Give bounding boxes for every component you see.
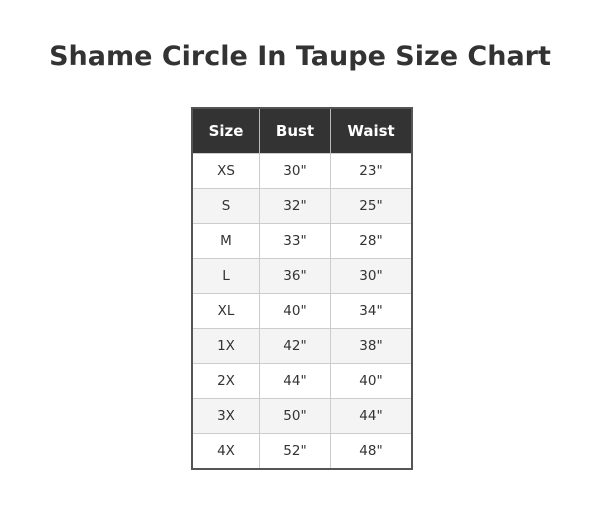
table-row: 4X 52" 48" (192, 433, 412, 469)
cell-size: 3X (192, 398, 260, 434)
cell-size: S (192, 188, 260, 224)
cell-waist: 38" (330, 328, 412, 364)
page-title: Shame Circle In Taupe Size Chart (49, 41, 551, 72)
table-row: 2X 44" 40" (192, 363, 412, 399)
cell-bust: 42" (259, 328, 331, 364)
cell-bust: 52" (259, 433, 331, 469)
cell-waist: 28" (330, 223, 412, 259)
cell-bust: 32" (259, 188, 331, 224)
cell-bust: 40" (259, 293, 331, 329)
cell-waist: 23" (330, 153, 412, 189)
cell-bust: 33" (259, 223, 331, 259)
cell-bust: 44" (259, 363, 331, 399)
cell-waist: 44" (330, 398, 412, 434)
cell-size: 1X (192, 328, 260, 364)
table-row: L 36" 30" (192, 258, 412, 294)
table-row: M 33" 28" (192, 223, 412, 259)
cell-waist: 48" (330, 433, 412, 469)
cell-size: M (192, 223, 260, 259)
size-chart-table: Size Bust Waist XS 30" 23" S 32" 25" M 33" 28" L 3… (191, 107, 413, 470)
header-bust: Bust (259, 108, 331, 154)
header-row: Size Bust Waist (192, 108, 412, 154)
table-row: XS 30" 23" (192, 153, 412, 189)
cell-size: L (192, 258, 260, 294)
cell-size: 4X (192, 433, 260, 469)
table-row: S 32" 25" (192, 188, 412, 224)
cell-size: 2X (192, 363, 260, 399)
cell-bust: 50" (259, 398, 331, 434)
header-size: Size (192, 108, 260, 154)
table-row: XL 40" 34" (192, 293, 412, 329)
cell-bust: 36" (259, 258, 331, 294)
cell-bust: 30" (259, 153, 331, 189)
table-row: 3X 50" 44" (192, 398, 412, 434)
cell-size: XL (192, 293, 260, 329)
header-waist: Waist (330, 108, 412, 154)
cell-waist: 40" (330, 363, 412, 399)
cell-waist: 34" (330, 293, 412, 329)
cell-size: XS (192, 153, 260, 189)
cell-waist: 30" (330, 258, 412, 294)
cell-waist: 25" (330, 188, 412, 224)
table-row: 1X 42" 38" (192, 328, 412, 364)
